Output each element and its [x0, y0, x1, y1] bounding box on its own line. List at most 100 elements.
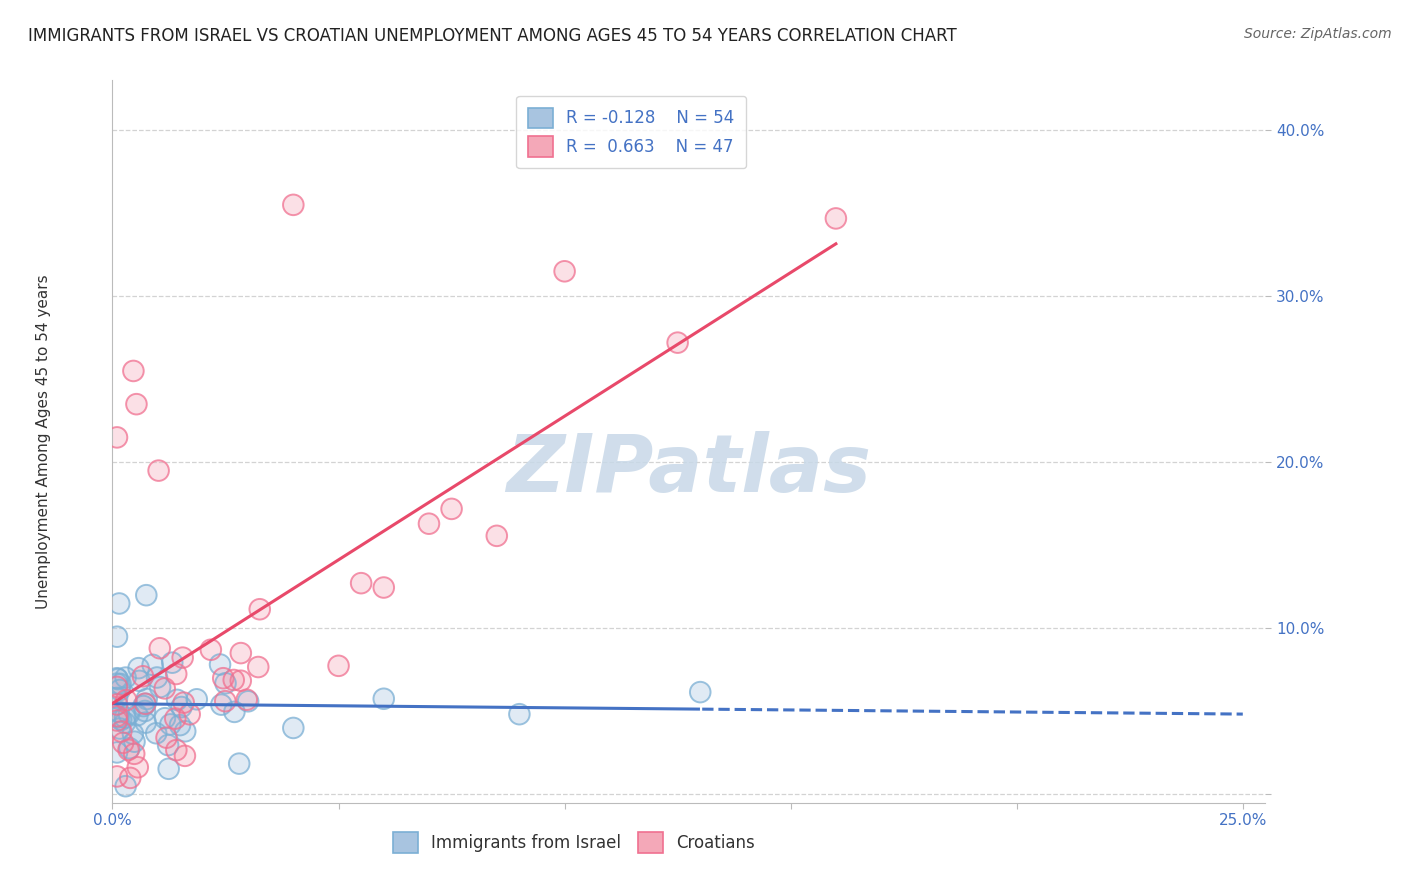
Point: [108, 597, 131, 611]
Point: [124, 734, 146, 748]
Point: [124, 734, 146, 748]
Point: [108, 722, 131, 736]
Point: [666, 335, 689, 350]
Point: [110, 677, 132, 691]
Point: [174, 748, 197, 763]
Point: [118, 706, 141, 721]
Point: [485, 529, 508, 543]
Text: ZIPatlas: ZIPatlas: [506, 432, 872, 509]
Point: [174, 724, 197, 739]
Point: [165, 743, 187, 757]
Point: [485, 529, 508, 543]
Point: [134, 697, 156, 711]
Point: [186, 692, 208, 706]
Point: [200, 642, 222, 657]
Point: [110, 713, 132, 727]
Point: [134, 697, 156, 711]
Point: [222, 673, 245, 687]
Point: [174, 748, 197, 763]
Point: [134, 697, 156, 711]
Text: Unemployment Among Ages 45 to 54 years: Unemployment Among Ages 45 to 54 years: [35, 274, 51, 609]
Point: [174, 724, 197, 739]
Point: [105, 680, 128, 694]
Point: [142, 657, 165, 672]
Point: [825, 211, 848, 226]
Point: [153, 711, 176, 725]
Point: [229, 646, 252, 660]
Point: [110, 677, 132, 691]
Point: [114, 715, 136, 730]
Point: [127, 708, 149, 723]
Point: [127, 760, 149, 774]
Point: [105, 671, 128, 685]
Point: [135, 692, 157, 706]
Point: [179, 707, 201, 722]
Point: [283, 198, 305, 212]
Point: [247, 660, 270, 674]
Point: [283, 721, 305, 735]
Point: [554, 264, 576, 278]
Point: [146, 671, 169, 685]
Point: [105, 746, 128, 760]
Point: [122, 364, 145, 378]
Point: [153, 681, 176, 696]
Point: [153, 711, 176, 725]
Point: [145, 726, 167, 740]
Point: [107, 672, 129, 686]
Point: [235, 692, 257, 706]
Point: [114, 711, 136, 725]
Point: [249, 602, 271, 616]
Point: [172, 650, 194, 665]
Point: [165, 743, 187, 757]
Point: [105, 676, 128, 690]
Point: [122, 364, 145, 378]
Point: [105, 698, 128, 712]
Point: [115, 693, 138, 707]
Point: [173, 696, 195, 710]
Point: [110, 724, 132, 739]
Point: [134, 704, 156, 718]
Point: [328, 658, 350, 673]
Point: [134, 697, 156, 711]
Point: [373, 581, 395, 595]
Point: [149, 680, 172, 694]
Point: [105, 671, 128, 685]
Point: [105, 709, 128, 723]
Point: [179, 707, 201, 722]
Point: [149, 641, 172, 656]
Point: [165, 712, 187, 726]
Point: [148, 464, 170, 478]
Point: [153, 681, 176, 696]
Point: [169, 718, 191, 732]
Point: [212, 671, 235, 685]
Point: [666, 335, 689, 350]
Point: [825, 211, 848, 226]
Point: [107, 710, 129, 724]
Point: [112, 736, 135, 750]
Point: [418, 516, 440, 531]
Point: [118, 741, 141, 756]
Point: [169, 718, 191, 732]
Point: [114, 779, 136, 793]
Point: [155, 731, 177, 745]
Point: [149, 641, 172, 656]
Point: [373, 581, 395, 595]
Point: [122, 726, 145, 740]
Point: [108, 683, 131, 698]
Point: [162, 656, 184, 670]
Point: [166, 693, 188, 707]
Point: [105, 690, 128, 705]
Point: [105, 769, 128, 783]
Point: [125, 397, 148, 411]
Point: [110, 724, 132, 739]
Point: [165, 667, 187, 681]
Point: [135, 588, 157, 602]
Point: [222, 673, 245, 687]
Point: [328, 658, 350, 673]
Point: [132, 699, 155, 714]
Point: [157, 738, 180, 752]
Point: [159, 717, 181, 731]
Point: [135, 588, 157, 602]
Point: [112, 736, 135, 750]
Point: [209, 698, 232, 712]
